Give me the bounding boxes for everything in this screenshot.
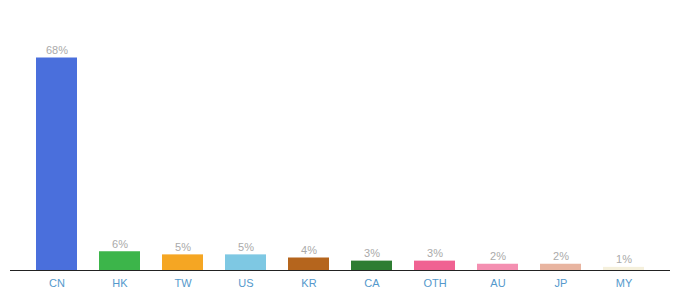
svg-text:2%: 2% — [553, 250, 569, 262]
svg-text:1%: 1% — [616, 253, 632, 265]
svg-text:KR: KR — [301, 277, 316, 289]
svg-text:CA: CA — [364, 277, 380, 289]
svg-text:68%: 68% — [46, 44, 68, 56]
svg-text:US: US — [238, 277, 253, 289]
svg-text:CN: CN — [49, 277, 65, 289]
svg-text:OTH: OTH — [423, 277, 446, 289]
svg-text:5%: 5% — [238, 241, 254, 253]
svg-text:5%: 5% — [175, 241, 191, 253]
svg-text:HK: HK — [112, 277, 128, 289]
svg-text:2%: 2% — [490, 250, 506, 262]
svg-text:6%: 6% — [112, 238, 128, 250]
svg-text:AU: AU — [490, 277, 505, 289]
svg-text:MY: MY — [616, 277, 633, 289]
svg-text:4%: 4% — [301, 244, 317, 256]
svg-text:JP: JP — [555, 277, 568, 289]
svg-text:TW: TW — [174, 277, 192, 289]
svg-text:3%: 3% — [427, 247, 443, 259]
svg-text:3%: 3% — [364, 247, 380, 259]
